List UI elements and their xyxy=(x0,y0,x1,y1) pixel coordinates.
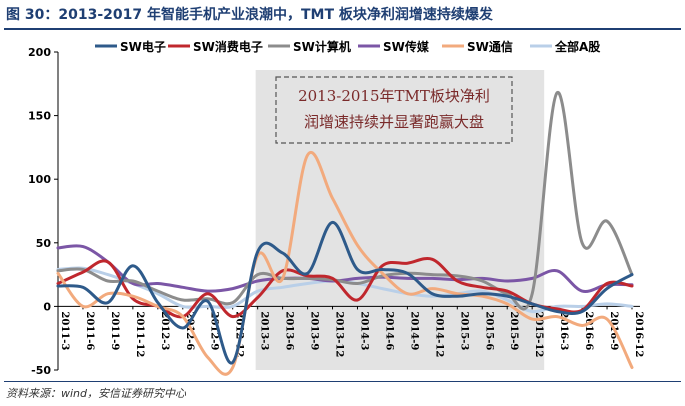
x-tick-label: 2015-12 xyxy=(533,311,544,357)
figure-title: 图 30：2013-2017 年智能手机产业浪潮中，TMT 板块净利润增速持续爆… xyxy=(6,7,493,23)
series-line xyxy=(56,220,634,365)
legend-label: SW通信 xyxy=(467,39,513,54)
highlight-period xyxy=(255,70,545,370)
x-tick-label: 2011-12 xyxy=(134,311,145,357)
x-tick-label: 2013-12 xyxy=(334,311,345,357)
x-tick-label: 2016-3 xyxy=(558,311,569,350)
y-tick-label: 100 xyxy=(28,173,51,186)
x-tick-label: 2012-3 xyxy=(159,311,170,350)
x-tick-label: 2013-9 xyxy=(309,311,320,350)
x-tick-label: 2016-12 xyxy=(633,311,644,357)
y-tick-label: 50 xyxy=(36,237,52,250)
annotation-text: 润增速持续并显著跑赢大盘 xyxy=(304,113,484,131)
x-tick-label: 2015-6 xyxy=(483,311,494,350)
x-tick-label: 2014-12 xyxy=(433,311,444,357)
x-tick-label: 2015-9 xyxy=(508,311,519,350)
line-chart: -50 0 50 100 150 200 2011-3 2011-6 2011-9 2011-12… xyxy=(28,39,644,377)
y-tick-label: 200 xyxy=(28,46,51,59)
x-tick-label: 2012-9 xyxy=(209,311,220,350)
x-tick-label: 2015-3 xyxy=(458,311,469,350)
annotation-box xyxy=(275,76,513,144)
x-tick-label: 2013-6 xyxy=(284,311,295,350)
x-tick-label: 2012-6 xyxy=(184,311,195,350)
y-tick-label: -50 xyxy=(31,364,51,377)
x-tick-label: 2016-6 xyxy=(583,311,594,350)
x-tick-label: 2012-12 xyxy=(234,311,245,357)
legend-label: SW电子 xyxy=(120,39,166,54)
x-tick-label: 2011-9 xyxy=(109,311,120,350)
x-tick-label: 2013-3 xyxy=(259,311,270,350)
x-tick-label: 2014-6 xyxy=(383,311,394,350)
legend-label: SW计算机 xyxy=(293,39,351,54)
legend-label: 全部A股 xyxy=(554,39,601,54)
series-line xyxy=(56,91,634,311)
source-note: 资料来源：wind，安信证券研究中心 xyxy=(6,387,187,400)
legend-label: SW消费电子 xyxy=(193,39,263,54)
annotation-text: 2013-2015年TMT板块净利 xyxy=(298,87,490,105)
y-tick-label: 0 xyxy=(43,300,51,313)
x-tick-label: 2014-9 xyxy=(408,311,419,350)
title-divider xyxy=(4,28,681,30)
x-tick-label: 2011-6 xyxy=(84,311,95,350)
legend-label: SW传媒 xyxy=(383,39,430,54)
footer-divider xyxy=(4,381,681,382)
x-tick-label: 2011-3 xyxy=(59,311,70,350)
y-tick-label: 150 xyxy=(28,110,51,123)
series-line xyxy=(56,150,634,376)
x-tick-label: 2014-3 xyxy=(358,311,369,350)
